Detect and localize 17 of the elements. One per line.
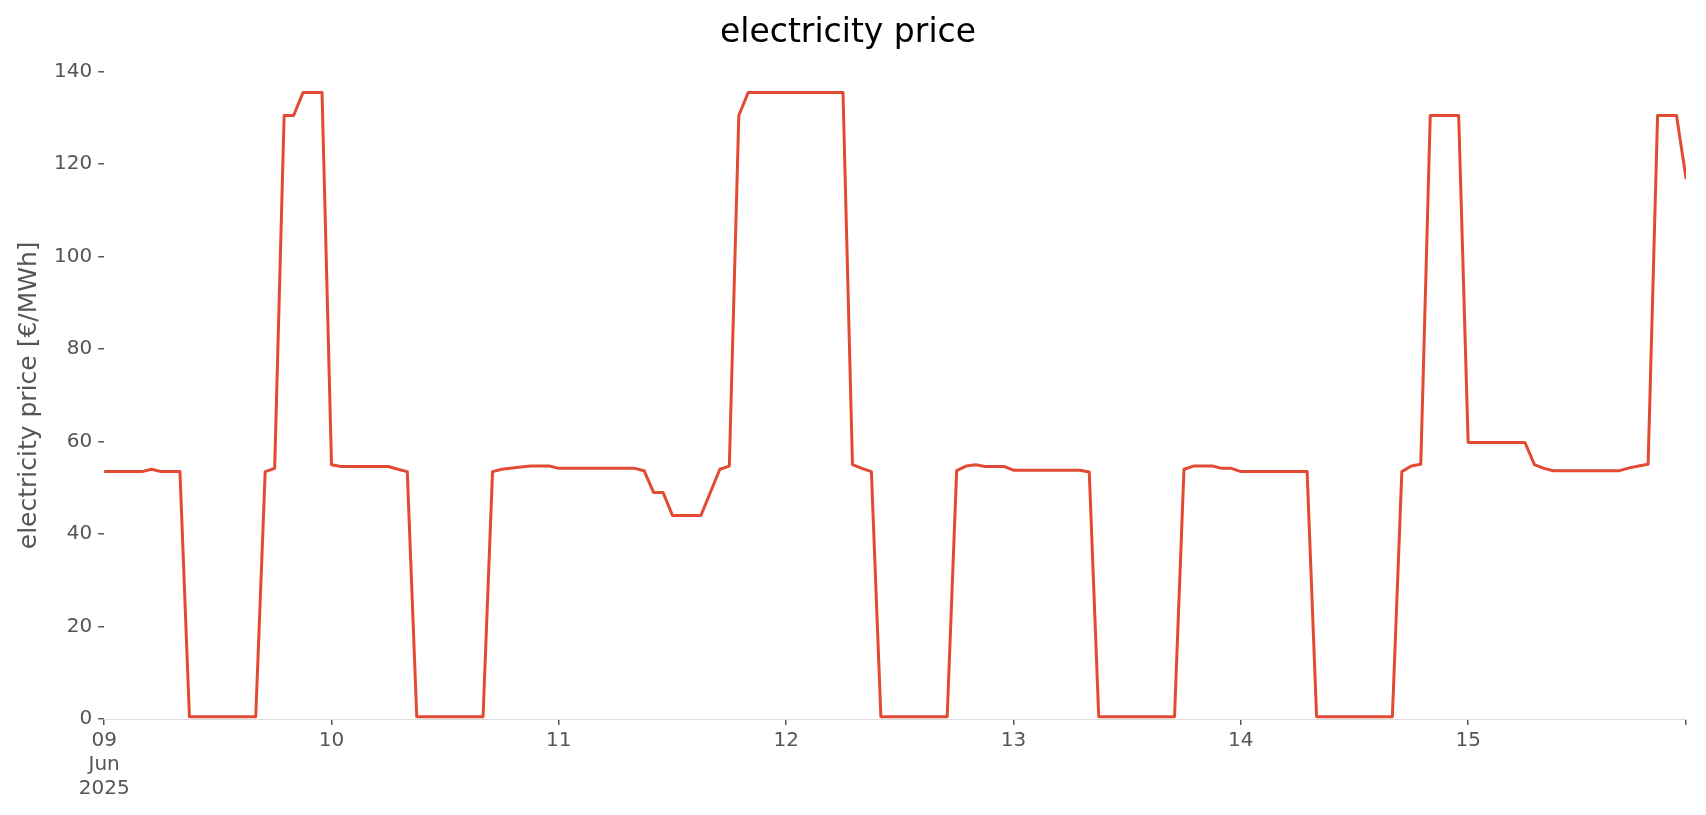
chart-title: electricity price [720,11,976,51]
y-tick-label: 140 [53,57,93,82]
y-axis-title: electricity price [€/MWh] [12,241,42,550]
x-tick-label: 10 [318,727,345,752]
y-tick-label: 80 [66,335,93,360]
y-tick-label: 40 [66,520,93,545]
x-tick-label: 12 [773,727,799,752]
y-tick-label: 0 [79,705,93,730]
x-tick-label: 15 [1455,727,1481,752]
y-tick-label: 60 [66,427,93,452]
x-tick-label: 09 Jun 2025 [78,727,130,800]
y-tick-label: 100 [53,242,93,267]
x-tick-label: 11 [546,727,572,752]
x-tick-label: 13 [1000,727,1027,752]
x-tick-label: 14 [1228,727,1254,752]
y-tick-label: 20 [66,612,93,637]
y-tick-label: 120 [53,150,93,175]
